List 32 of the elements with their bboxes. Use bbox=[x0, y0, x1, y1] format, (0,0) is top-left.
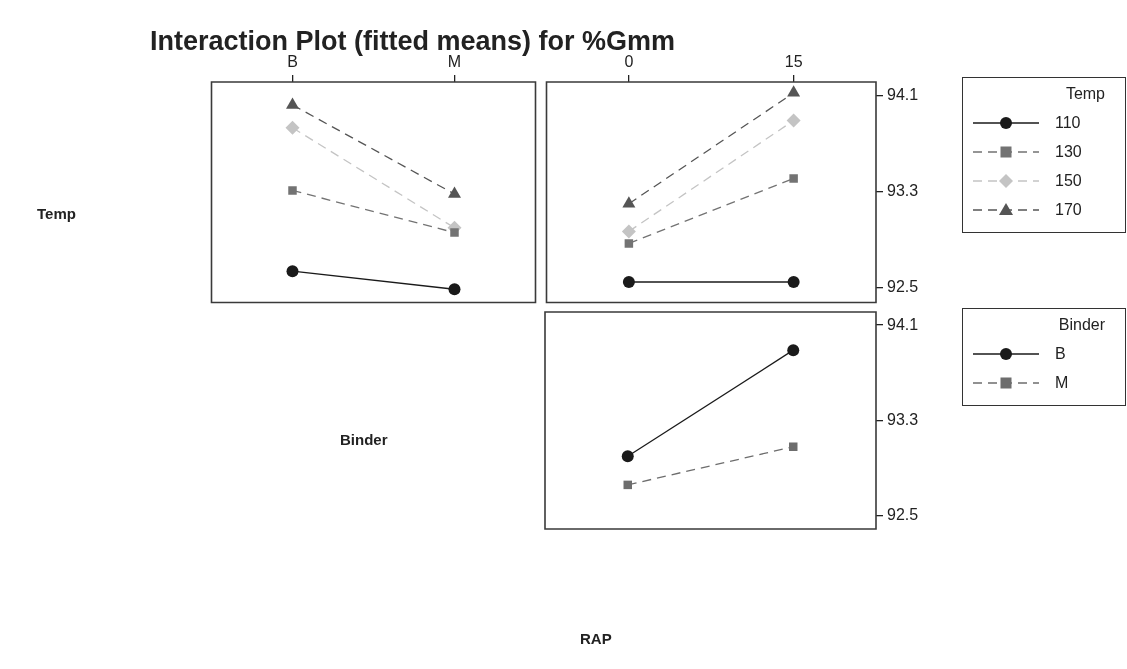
y-tick-label: 92.5 bbox=[887, 506, 919, 524]
legend-label: 170 bbox=[1055, 200, 1082, 219]
x-tick-label: 15 bbox=[784, 52, 803, 70]
point bbox=[622, 276, 635, 289]
y-tick-label: 93.3 bbox=[887, 182, 919, 200]
legend-label: 150 bbox=[1055, 171, 1082, 190]
point bbox=[621, 450, 634, 463]
x-axis-title: RAP bbox=[580, 630, 612, 647]
point bbox=[624, 239, 634, 248]
point bbox=[285, 120, 300, 135]
point bbox=[621, 224, 636, 239]
legend-title: Binder bbox=[1057, 315, 1106, 335]
y-axis-title: Binder bbox=[340, 431, 388, 448]
legend-label: B bbox=[1055, 344, 1066, 363]
point bbox=[450, 228, 459, 237]
y-tick-label: 94.1 bbox=[887, 315, 919, 333]
y-axis-title: Temp bbox=[37, 205, 76, 222]
y-tick-label: 94.1 bbox=[887, 85, 919, 103]
point bbox=[789, 174, 798, 183]
point bbox=[787, 276, 800, 289]
legend-label: M bbox=[1055, 373, 1069, 392]
legend-title: Temp bbox=[1064, 84, 1106, 104]
y-tick-label: 93.3 bbox=[887, 410, 919, 428]
point bbox=[789, 442, 798, 451]
point bbox=[787, 344, 800, 357]
point bbox=[786, 113, 801, 128]
legend-label: 130 bbox=[1055, 142, 1082, 161]
point bbox=[448, 283, 461, 296]
y-tick-label: 92.5 bbox=[887, 278, 919, 296]
point bbox=[288, 186, 297, 195]
point bbox=[286, 265, 299, 278]
legend-label: 110 bbox=[1055, 113, 1081, 132]
